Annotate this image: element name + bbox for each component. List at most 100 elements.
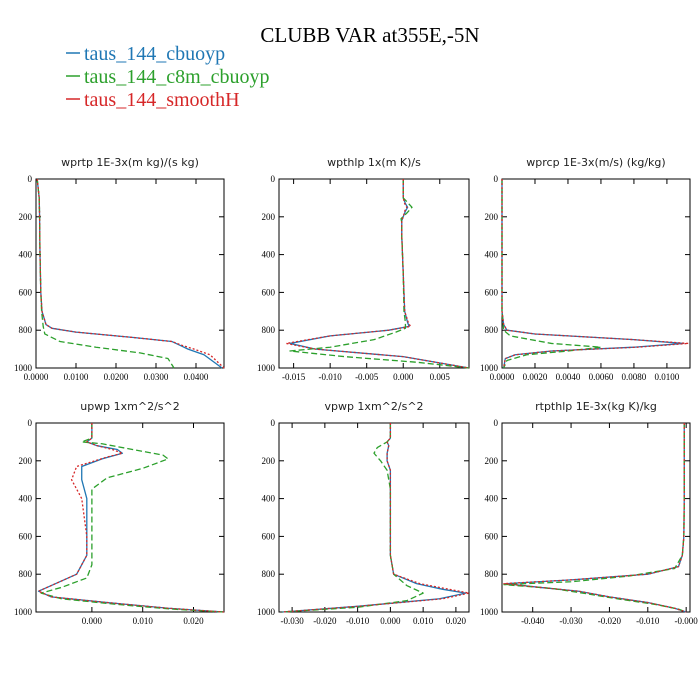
x-tick-label: 0.010: [133, 616, 154, 626]
x-tick-label: 0.0000: [490, 372, 515, 382]
panels: wprtp 1E-3x(m kg)/(s kg) 0 200 400 600 800 100…: [14, 156, 698, 626]
panel-4: upwp 1xm^2/s^2 0 200 400 600 800 1000 0.000 0.01…: [14, 400, 225, 626]
y-tick-label: 1000: [257, 607, 276, 617]
series-line-2: [40, 423, 225, 613]
y-tick-label: 400: [19, 494, 33, 504]
x-tick-label: 0.0300: [144, 372, 169, 382]
y-tick-label: 600: [485, 287, 499, 297]
x-tick-label: 0.010: [413, 616, 434, 626]
panel-5: vpwp 1xm^2/s^2 0 200 400 600 800 1000 -0.030 -0.…: [257, 400, 470, 626]
x-tick-label: -0.020: [313, 616, 337, 626]
y-tick-label: 0: [494, 174, 499, 184]
y-tick-label: 400: [19, 250, 33, 260]
legend-entry-3: taus_144_smoothH: [66, 89, 240, 111]
x-tick-label: -0.005: [355, 372, 379, 382]
x-tick-label: -0.030: [280, 616, 304, 626]
x-tick-label: 0.005: [430, 372, 451, 382]
y-tick-label: 200: [19, 456, 33, 466]
figure-title: CLUBB VAR at355E,-5N: [260, 23, 479, 47]
y-tick-label: 800: [485, 569, 499, 579]
legend-label-1: taus_144_cbuoyp: [84, 43, 225, 65]
x-tick-label: 0.0100: [64, 372, 89, 382]
series-line-3: [36, 178, 225, 369]
series-line-2: [503, 423, 687, 613]
y-tick-label: 200: [19, 212, 33, 222]
series-line-1: [36, 178, 223, 369]
y-tick-label: 1000: [480, 363, 499, 373]
legend: taus_144_cbuoyp taus_144_c8m_cbuoyp taus…: [66, 43, 270, 111]
series-line-1: [289, 179, 470, 369]
x-tick-label: -0.040: [521, 616, 545, 626]
series-line-3: [285, 179, 470, 369]
panel-6: rtpthlp 1E-3x(kg K)/kg 0 200 400 600 800 1000 -…: [480, 400, 698, 626]
x-tick-label: -0.000: [675, 616, 699, 626]
legend-label-3: taus_144_smoothH: [84, 89, 240, 111]
series-line-1: [282, 423, 467, 613]
y-tick-label: 1000: [14, 607, 33, 617]
y-tick-label: 800: [19, 569, 33, 579]
panel-5-title: vpwp 1xm^2/s^2: [324, 400, 423, 413]
y-tick-label: 0: [271, 174, 276, 184]
series-line-3: [282, 423, 470, 613]
panel-2-frame: [278, 178, 470, 369]
legend-label-2: taus_144_c8m_cbuoyp: [84, 66, 270, 88]
panel-2: wpthlp 1x(m K)/s 0 200 400 600 800 1000 -0.015 -…: [257, 156, 470, 382]
y-tick-label: 400: [485, 250, 499, 260]
series-line-1: [37, 423, 225, 613]
x-tick-label: 0.0400: [184, 372, 209, 382]
series-line-2: [282, 423, 424, 613]
y-tick-label: 800: [485, 325, 499, 335]
panel-3: wprcp 1E-3x(m/s) (kg/kg) 0 200 400 600 800 100…: [480, 156, 691, 382]
panel-1-frame: [35, 178, 225, 369]
panel-4-frame: [35, 422, 225, 613]
series-line-2: [501, 179, 602, 369]
y-tick-label: 0: [271, 418, 276, 428]
panel-5-frame: [278, 422, 470, 613]
y-tick-label: 600: [485, 531, 499, 541]
panel-3-title: wprcp 1E-3x(m/s) (kg/kg): [526, 156, 665, 169]
panel-1: wprtp 1E-3x(m kg)/(s kg) 0 200 400 600 800 100…: [14, 156, 225, 382]
y-tick-label: 200: [485, 456, 499, 466]
legend-entry-1: taus_144_cbuoyp: [66, 43, 225, 65]
x-tick-label: -0.010: [319, 372, 343, 382]
series-line-2: [289, 179, 470, 369]
y-tick-label: 800: [19, 325, 33, 335]
x-tick-label: -0.030: [559, 616, 583, 626]
x-tick-label: -0.020: [598, 616, 622, 626]
x-tick-label: -0.015: [282, 372, 306, 382]
x-tick-label: 0.0040: [556, 372, 581, 382]
x-tick-label: 0.0000: [24, 372, 49, 382]
y-tick-label: 800: [262, 325, 276, 335]
panel-2-title: wpthlp 1x(m K)/s: [327, 156, 421, 169]
x-tick-label: 0.0100: [655, 372, 680, 382]
x-tick-label: 0.000: [380, 616, 401, 626]
series-line-3: [503, 423, 687, 613]
series-line-3: [37, 423, 225, 613]
y-tick-label: 0: [494, 418, 499, 428]
series-line-3: [501, 179, 689, 369]
series-line-1: [501, 179, 685, 369]
y-tick-label: 400: [262, 494, 276, 504]
panel-6-frame: [501, 422, 691, 613]
panel-1-title: wprtp 1E-3x(m kg)/(s kg): [61, 156, 199, 169]
y-tick-label: 200: [485, 212, 499, 222]
x-tick-label: 0.020: [446, 616, 467, 626]
legend-entry-2: taus_144_c8m_cbuoyp: [66, 66, 270, 88]
y-tick-label: 0: [28, 174, 33, 184]
y-tick-label: 400: [262, 250, 276, 260]
y-tick-label: 1000: [257, 363, 276, 373]
y-tick-label: 1000: [14, 363, 33, 373]
y-tick-label: 600: [262, 287, 276, 297]
y-tick-label: 800: [262, 569, 276, 579]
panel-4-title: upwp 1xm^2/s^2: [80, 400, 180, 413]
x-tick-label: 0.000: [82, 616, 103, 626]
y-tick-label: 0: [28, 418, 33, 428]
y-tick-label: 200: [262, 456, 276, 466]
y-tick-label: 200: [262, 212, 276, 222]
x-tick-label: 0.0060: [589, 372, 614, 382]
panel-6-title: rtpthlp 1E-3x(kg K)/kg: [535, 400, 657, 413]
x-tick-label: 0.0200: [104, 372, 129, 382]
x-tick-label: 0.0020: [523, 372, 548, 382]
y-tick-label: 600: [262, 531, 276, 541]
